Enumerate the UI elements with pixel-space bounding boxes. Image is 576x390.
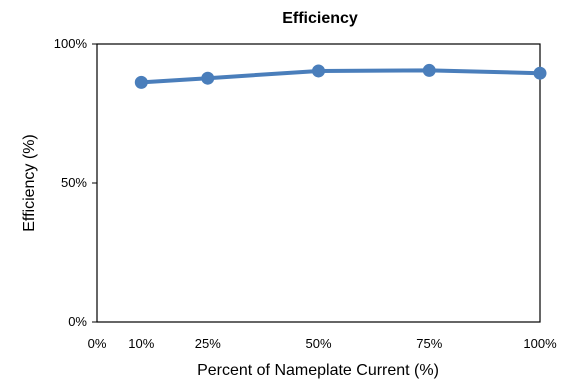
x-axis-title: Percent of Nameplate Current (%) [197, 362, 439, 379]
x-tick-labels: 0% 10% 25% 50% 75% 100% [88, 336, 557, 351]
plot-area [96, 43, 541, 323]
y-tick-marks [92, 43, 97, 323]
x-tick-label: 100% [523, 336, 557, 351]
x-tick-label: 75% [416, 336, 442, 351]
y-axis-title: Efficiency (%) [21, 134, 38, 232]
chart-title: Efficiency [282, 10, 358, 27]
series-layer [134, 63, 547, 89]
y-tick-label: 0% [68, 314, 87, 329]
data-point [134, 75, 148, 89]
x-tick-label: 25% [195, 336, 221, 351]
data-point [312, 64, 325, 78]
x-tick-label: 10% [128, 336, 154, 351]
x-tick-label: 50% [305, 336, 331, 351]
y-tick-label: 50% [61, 175, 87, 190]
data-point [201, 71, 215, 85]
y-tick-label: 100% [54, 36, 88, 51]
x-tick-label: 0% [88, 336, 107, 351]
data-point [533, 66, 547, 80]
y-tick-labels: 0% 50% 100% [54, 36, 88, 329]
data-point [422, 63, 436, 77]
